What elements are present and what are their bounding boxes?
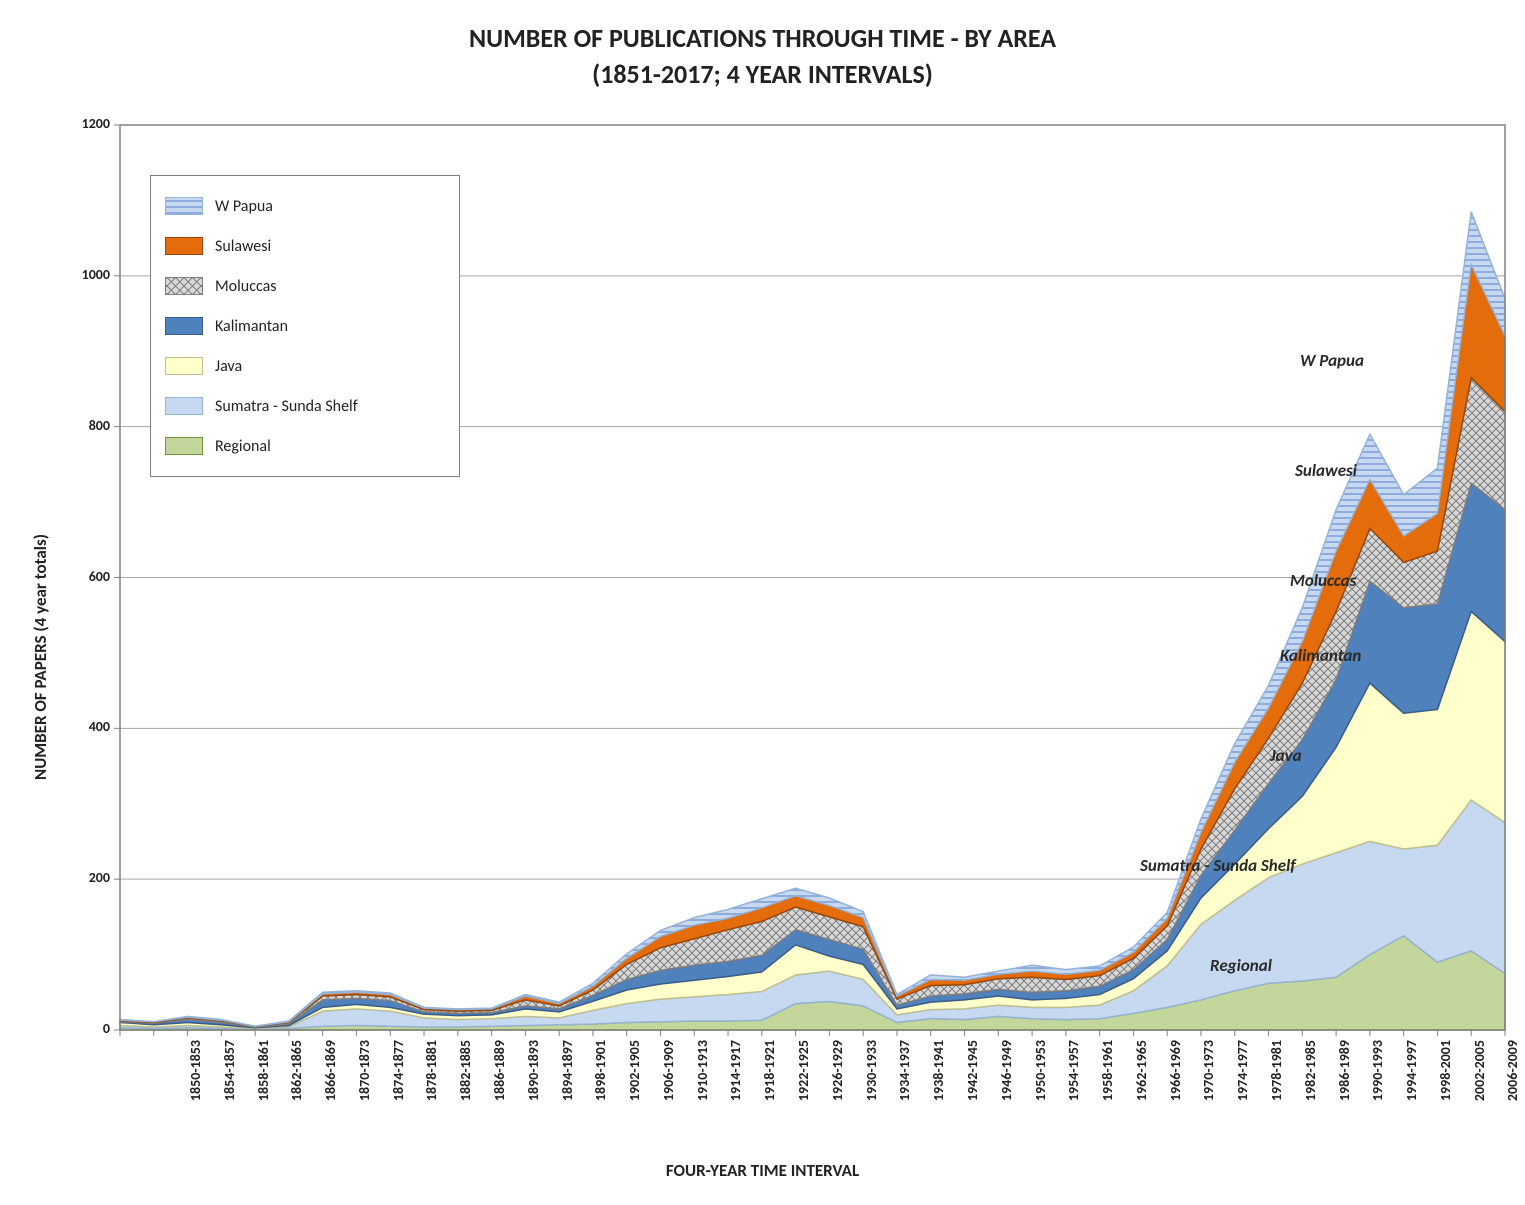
area-annotation: Sumatra - Sunda Shelf (1140, 855, 1296, 876)
area-annotation: Sulawesi (1295, 460, 1357, 481)
y-tick-label: 0 (60, 1020, 110, 1037)
x-tick-label: 1902-1905 (626, 1040, 643, 1101)
legend-swatch (165, 397, 203, 415)
x-tick-label: 1874-1877 (390, 1040, 407, 1101)
legend-label: Regional (215, 437, 271, 456)
x-tick-label: 1858-1861 (255, 1040, 272, 1101)
legend-label: Java (215, 357, 242, 376)
x-tick-label: 1882-1885 (457, 1040, 474, 1101)
x-tick-label: 1890-1893 (525, 1040, 542, 1101)
x-tick-label: 1886-1889 (491, 1040, 508, 1101)
x-tick-label: 1930-1933 (863, 1040, 880, 1101)
x-tick-label: 1970-1973 (1200, 1040, 1217, 1101)
legend-swatch (165, 437, 203, 455)
x-tick-label: 1918-1921 (761, 1040, 778, 1101)
x-tick-label: 1994-1997 (1403, 1040, 1420, 1101)
x-tick-label: 2006-2009 (1505, 1040, 1522, 1101)
y-tick-label: 600 (60, 568, 110, 585)
x-tick-label: 2002-2005 (1471, 1040, 1488, 1101)
y-tick-label: 1000 (60, 266, 110, 283)
area-annotation: Moluccas (1290, 570, 1356, 591)
x-tick-label: 1962-1965 (1133, 1040, 1150, 1101)
x-tick-label: 1998-2001 (1437, 1040, 1454, 1101)
legend-label: W Papua (215, 197, 273, 216)
x-tick-label: 1954-1957 (1065, 1040, 1082, 1101)
legend-item-regional: Regional (165, 426, 445, 466)
legend-label: Kalimantan (215, 317, 288, 336)
chart-title-line2: (1851-2017; 4 YEAR INTERVALS) (0, 58, 1525, 90)
x-tick-label: 1966-1969 (1167, 1040, 1184, 1101)
x-tick-label: 1910-1913 (694, 1040, 711, 1101)
legend-item-w-papua: W Papua (165, 186, 445, 226)
legend-item-sumatra-sunda-shelf: Sumatra - Sunda Shelf (165, 386, 445, 426)
x-tick-label: 1942-1945 (964, 1040, 981, 1101)
x-tick-label: 1990-1993 (1369, 1040, 1386, 1101)
x-tick-label: 1922-1925 (795, 1040, 812, 1101)
legend-swatch (165, 317, 203, 335)
x-tick-label: 1854-1857 (221, 1040, 238, 1101)
chart-title-line1: NUMBER OF PUBLICATIONS THROUGH TIME - BY… (0, 22, 1525, 54)
legend-label: Sumatra - Sunda Shelf (215, 397, 358, 416)
legend: W Papua Sulawesi Moluccas Kalimantan Java Sum… (150, 175, 460, 477)
x-tick-label: 1986-1989 (1336, 1040, 1353, 1101)
y-tick-label: 200 (60, 869, 110, 886)
x-tick-label: 1958-1961 (1099, 1040, 1116, 1101)
legend-item-kalimantan: Kalimantan (165, 306, 445, 346)
x-tick-label: 1862-1865 (288, 1040, 305, 1101)
area-annotation: W Papua (1300, 350, 1364, 371)
y-axis-title: NUMBER OF PAPERS (4 year totals) (30, 534, 51, 780)
x-tick-label: 1850-1853 (187, 1040, 204, 1101)
x-tick-label: 1934-1937 (896, 1040, 913, 1101)
legend-item-java: Java (165, 346, 445, 386)
x-tick-label: 1866-1869 (322, 1040, 339, 1101)
legend-swatch (165, 277, 203, 295)
x-tick-label: 1978-1981 (1268, 1040, 1285, 1101)
legend-swatch (165, 237, 203, 255)
y-tick-label: 1200 (60, 115, 110, 132)
legend-swatch (165, 197, 203, 215)
x-tick-label: 1894-1897 (559, 1040, 576, 1101)
legend-swatch (165, 357, 203, 375)
chart-container: NUMBER OF PUBLICATIONS THROUGH TIME - BY… (0, 0, 1525, 1205)
x-tick-label: 1950-1953 (1032, 1040, 1049, 1101)
y-tick-label: 400 (60, 718, 110, 735)
legend-item-sulawesi: Sulawesi (165, 226, 445, 266)
area-annotation: Regional (1210, 955, 1272, 976)
x-tick-label: 1906-1909 (660, 1040, 677, 1101)
x-tick-label: 1926-1929 (829, 1040, 846, 1101)
area-annotation: Kalimantan (1280, 645, 1361, 666)
x-tick-label: 1946-1949 (998, 1040, 1015, 1101)
y-tick-label: 800 (60, 417, 110, 434)
x-tick-label: 1938-1941 (930, 1040, 947, 1101)
x-tick-label: 1982-1985 (1302, 1040, 1319, 1101)
x-tick-label: 1914-1917 (728, 1040, 745, 1101)
x-tick-label: 1974-1977 (1234, 1040, 1251, 1101)
x-tick-label: 1898-1901 (592, 1040, 609, 1101)
x-tick-label: 1870-1873 (356, 1040, 373, 1101)
x-tick-label: 1878-1881 (424, 1040, 441, 1101)
legend-label: Sulawesi (215, 237, 271, 256)
area-annotation: Java (1270, 745, 1302, 766)
legend-label: Moluccas (215, 277, 277, 296)
x-axis-title: FOUR-YEAR TIME INTERVAL (0, 1160, 1525, 1181)
legend-item-moluccas: Moluccas (165, 266, 445, 306)
